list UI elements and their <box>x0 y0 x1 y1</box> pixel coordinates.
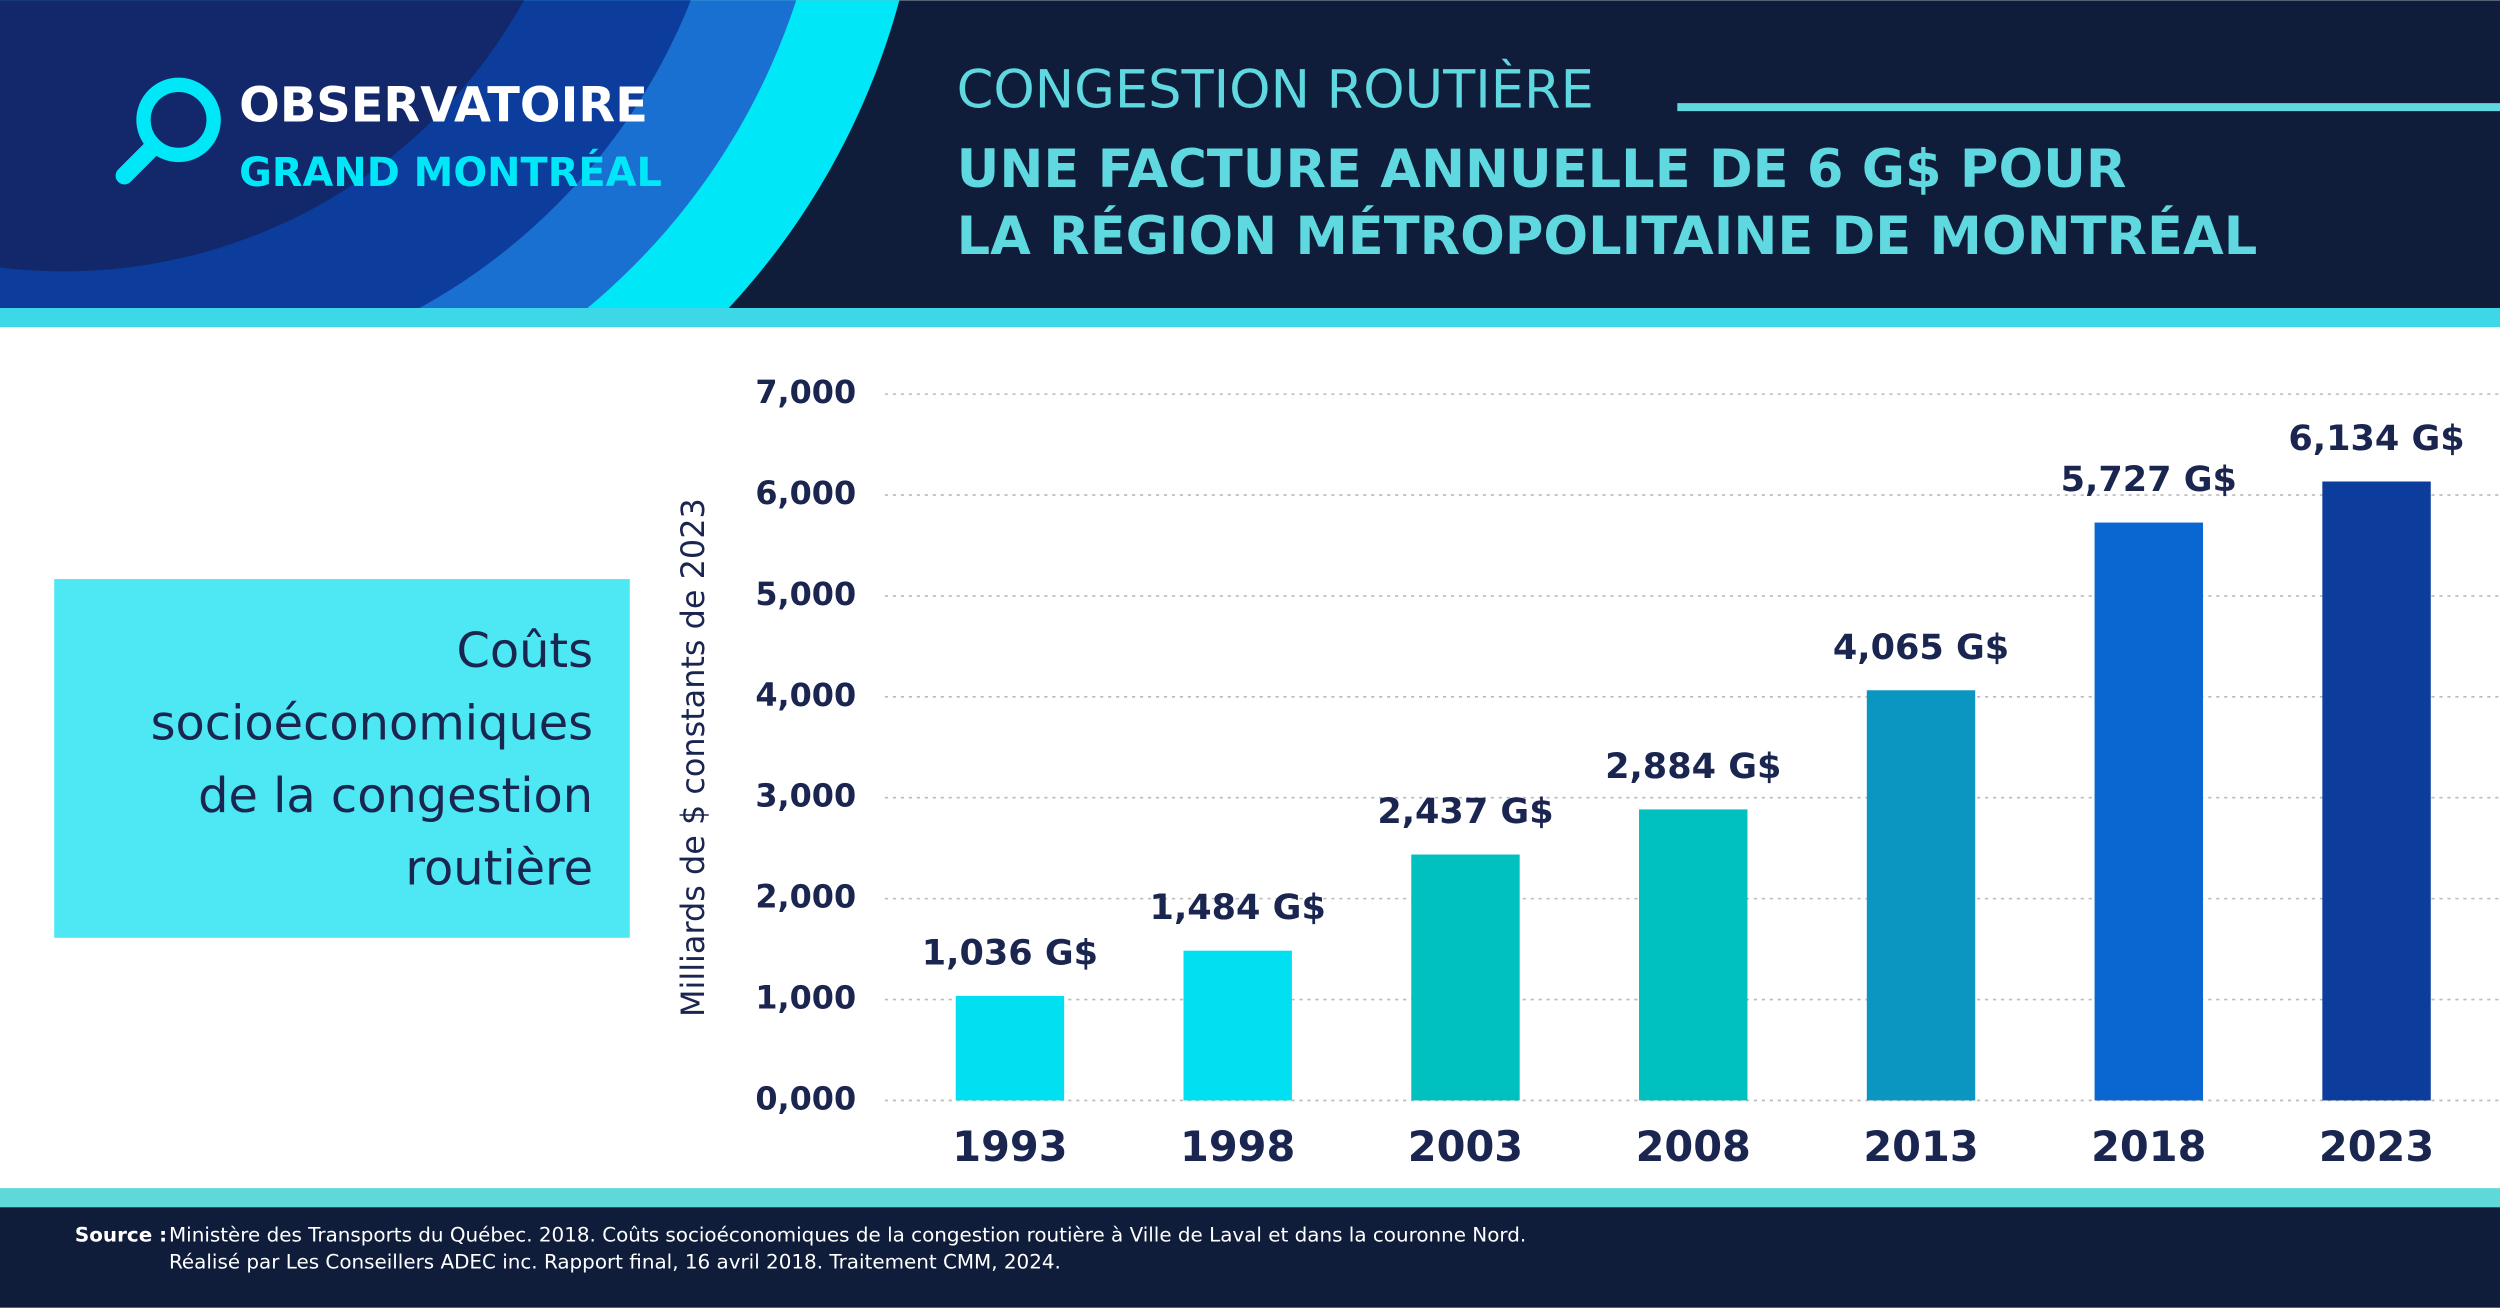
y-tick-label: 7,000 <box>755 373 856 411</box>
source-text: Réalisé par Les Conseillers ADEC inc. Ra… <box>169 1251 1061 1274</box>
y-tick-label: 2,000 <box>755 878 856 916</box>
value-label: 2,884 G$ <box>1605 746 1781 787</box>
y-tick-label: 1,000 <box>755 979 856 1017</box>
bar <box>1866 690 1976 1101</box>
source-label: Source : <box>75 1223 167 1246</box>
bar <box>1411 854 1520 1101</box>
x-tick-label: 2023 <box>2319 1123 2434 1171</box>
value-label: 5,727 G$ <box>2061 459 2237 500</box>
value-label: 4,065 G$ <box>1833 627 2009 668</box>
callout-line: routière <box>405 842 593 897</box>
y-tick-label: 0,000 <box>755 1079 856 1117</box>
y-tick-label: 6,000 <box>755 474 856 512</box>
logo-icon <box>115 77 221 185</box>
value-label: 6,134 G$ <box>2288 418 2464 459</box>
bar <box>1639 809 1748 1101</box>
callout-line: de la congestion <box>198 769 593 824</box>
x-tick-label: 2003 <box>1408 1123 1523 1171</box>
value-label: 1,036 G$ <box>922 932 1098 973</box>
kicker: CONGESTION ROUTIÈRE <box>957 57 1594 120</box>
bar <box>955 995 1065 1101</box>
x-tick-label: 2008 <box>1636 1123 1751 1171</box>
bar <box>2322 481 2431 1101</box>
y-axis-title: Milliards de $ constants de 2023 <box>674 498 712 1017</box>
callout: Coûts socioéconomiques de la congestion rou… <box>151 624 593 897</box>
value-label: 1,484 G$ <box>1150 887 1326 928</box>
x-tick-label: 1998 <box>1180 1123 1295 1171</box>
header-decoration <box>0 0 900 309</box>
headline: LA RÉGION MÉTROPOLITAINE DE MONTRÉAL <box>957 204 2258 267</box>
bar <box>1183 950 1292 1101</box>
header-strip <box>0 308 2500 328</box>
y-tick-label: 4,000 <box>755 676 856 714</box>
logo-text: GRAND MONTRÉAL <box>239 149 662 196</box>
x-tick-label: 2013 <box>1863 1123 1978 1171</box>
y-tick-label: 3,000 <box>755 777 856 815</box>
bar <box>2094 522 2203 1101</box>
callout-line: Coûts <box>456 624 593 679</box>
x-tick-label: 2018 <box>2091 1123 2206 1171</box>
chart: 0,000 1,000 2,000 3,000 4,000 5,000 6,000 7,000… <box>755 373 2500 1171</box>
headline: UNE FACTURE ANNUELLE DE 6 G$ POUR <box>957 139 2127 200</box>
value-label: 2,437 G$ <box>1377 791 1553 832</box>
y-tick-label: 5,000 <box>755 575 856 613</box>
source-text: Ministère des Transports du Québec. 2018… <box>169 1223 1526 1246</box>
callout-line: socioéconomiques <box>151 697 593 752</box>
callout-box <box>54 579 630 938</box>
footer-band <box>0 1207 2500 1308</box>
footer-strip <box>0 1188 2500 1208</box>
x-tick-label: 1993 <box>952 1123 1067 1171</box>
logo-text: OBSERVATOIRE <box>239 79 648 134</box>
